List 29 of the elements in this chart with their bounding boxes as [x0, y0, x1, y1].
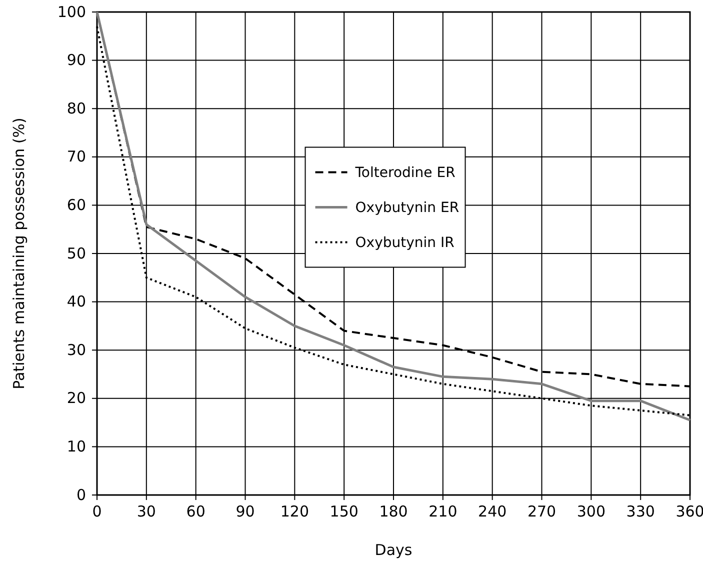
- y-tick-label: 10: [66, 438, 86, 456]
- y-tick-label: 70: [66, 148, 86, 166]
- x-tick-label: 90: [236, 502, 255, 521]
- x-tick-label: 60: [186, 502, 206, 521]
- y-tick-label: 100: [57, 2, 86, 21]
- x-tick-label: 240: [478, 502, 507, 521]
- y-tick-label: 80: [66, 99, 86, 118]
- legend-label: Tolterodine ER: [354, 165, 456, 182]
- y-tick-label: 40: [66, 292, 86, 311]
- y-tick-label: 50: [66, 244, 86, 262]
- legend-label: Oxybutynin ER: [355, 200, 460, 216]
- y-tick-label: 0: [76, 486, 86, 504]
- x-tick-label: 180: [379, 502, 408, 521]
- x-axis-title: Days: [374, 541, 412, 559]
- y-tick-label: 60: [66, 196, 86, 214]
- x-tick-label: 210: [428, 502, 458, 521]
- x-tick-label: 150: [330, 502, 358, 521]
- x-tick-label: 30: [136, 502, 156, 521]
- y-tick-label: 20: [66, 389, 86, 408]
- x-tick-label: 360: [676, 502, 703, 521]
- x-tick-label: 300: [576, 502, 606, 521]
- y-axis-title: Patients maintaining possession (%): [10, 118, 28, 390]
- y-tick-label: 90: [66, 51, 86, 70]
- y-tick-label: 30: [66, 340, 86, 359]
- x-tick-label: 120: [280, 502, 309, 521]
- x-tick-label: 270: [527, 502, 556, 521]
- x-tick-label: 330: [626, 502, 655, 521]
- x-tick-label: 0: [92, 502, 102, 521]
- legend-label: Oxybutynin IR: [355, 235, 455, 252]
